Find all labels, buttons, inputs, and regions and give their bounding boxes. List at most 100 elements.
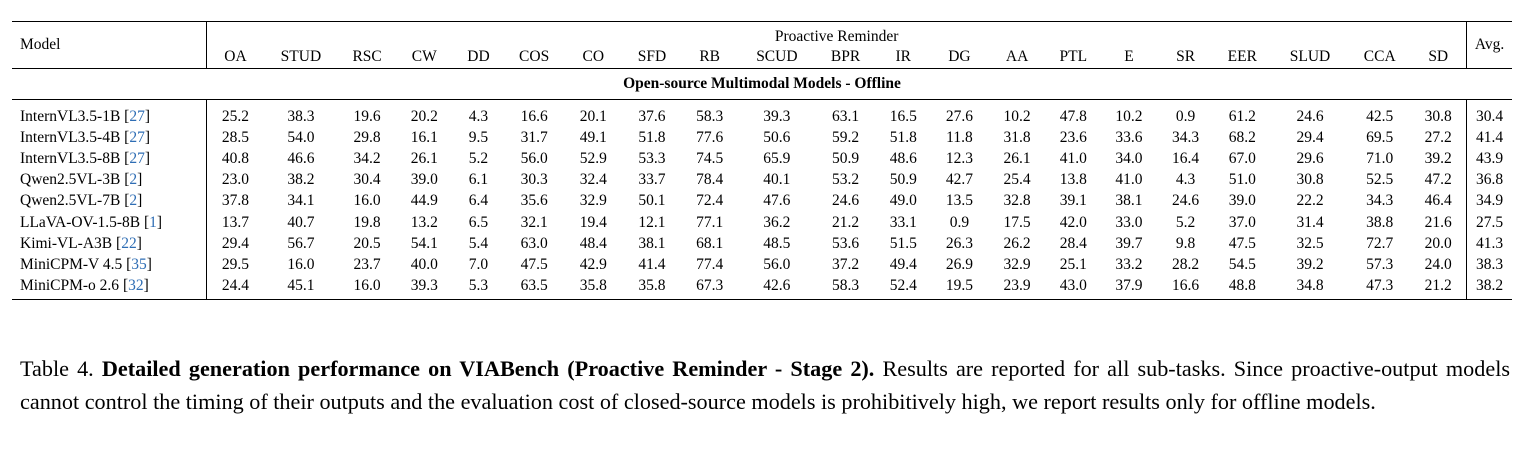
score-cell: 49.0: [889, 192, 917, 210]
model-name: Qwen2.5VL-3B: [20, 171, 121, 189]
score-cell: 10.2: [1003, 107, 1031, 125]
score-cell: 77.4: [696, 255, 724, 273]
score-cell: 52.4: [889, 277, 917, 295]
score-cell: 41.0: [1059, 149, 1087, 167]
score-cell: 33.0: [1115, 213, 1143, 231]
citation-link[interactable]: 1: [149, 213, 157, 231]
score-cell: 5.2: [468, 149, 489, 167]
score-cell: 39.2: [1424, 149, 1452, 167]
results-table: Model Proactive Reminder Avg. OA STUD RSC C…: [12, 21, 1512, 300]
score-cell: 65.9: [763, 149, 791, 167]
citation-link[interactable]: 35: [131, 255, 147, 273]
score-cell: 49.4: [889, 255, 917, 273]
score-cell: 13.7: [221, 213, 250, 231]
score-cell: 58.3: [696, 107, 724, 125]
score-cell: 31.7: [520, 128, 548, 146]
score-cell: 32.8: [1003, 192, 1031, 210]
score-cell: 30.8: [1424, 107, 1452, 125]
score-cell: 7.0: [468, 255, 489, 273]
score-cell: 29.4: [221, 234, 250, 252]
citation-link[interactable]: 22: [121, 234, 137, 252]
score-cell: 61.2: [1228, 107, 1256, 125]
score-cell: 6.5: [468, 213, 489, 231]
score-cell: 26.1: [1003, 149, 1031, 167]
subtask-header-rsc: RSC: [352, 48, 382, 65]
score-cell: 27.6: [945, 107, 973, 125]
avg-score-cell: 38.3: [1466, 254, 1512, 276]
score-cell: 68.2: [1228, 128, 1256, 146]
citation-link[interactable]: 27: [129, 149, 145, 167]
subtask-header-bpr: BPR: [830, 48, 861, 65]
score-cell: 13.5: [945, 192, 973, 210]
score-cell: 42.5: [1366, 107, 1394, 125]
score-cell: 5.3: [468, 277, 489, 295]
subtask-header-cos: COS: [519, 48, 550, 65]
score-cell: 16.6: [1172, 277, 1200, 295]
avg-score-cell: 36.8: [1466, 169, 1512, 191]
score-cell: 26.9: [945, 255, 973, 273]
score-cell: 38.8: [1366, 213, 1394, 231]
score-cell: 34.8: [1296, 277, 1324, 295]
score-cell: 48.8: [1228, 277, 1256, 295]
subtask-header-cw: CW: [411, 48, 437, 65]
score-cell: 40.7: [287, 213, 315, 231]
subtask-header-oa: OA: [224, 48, 247, 65]
citation-link[interactable]: 32: [128, 277, 144, 295]
model-name-cell: InternVL3.5-4B [27]: [12, 127, 208, 149]
score-cell: 47.3: [1366, 277, 1394, 295]
score-cell: 21.6: [1424, 213, 1452, 231]
score-cell: 23.6: [1059, 128, 1087, 146]
score-cell: 53.3: [638, 149, 666, 167]
score-cell: 26.2: [1003, 234, 1031, 252]
score-cell: 44.9: [410, 192, 438, 210]
section-title: Open-source Multimodal Models - Offline: [12, 68, 1512, 100]
bottom-rule: [12, 298, 1512, 300]
score-cell: 67.3: [696, 277, 724, 295]
citation-link[interactable]: 2: [129, 192, 138, 210]
score-cell: 59.2: [832, 128, 860, 146]
caption-title: Detailed generation performance on VIABe…: [101, 356, 875, 381]
score-cell: 37.0: [1228, 213, 1256, 231]
score-cell: 28.4: [1059, 234, 1087, 252]
score-cell: 29.4: [1296, 128, 1324, 146]
model-name: Qwen2.5VL-7B: [20, 192, 121, 210]
score-cell: 30.8: [1296, 171, 1324, 189]
score-cell: 54.0: [287, 128, 315, 146]
score-cell: 47.5: [1228, 234, 1256, 252]
score-cell: 11.8: [946, 128, 973, 146]
citation-link[interactable]: 27: [129, 128, 145, 146]
table-row: InternVL3.5-4B [27] 28.5 54.0 29.8 16.1 9.5 31…: [12, 127, 1512, 149]
model-name-cell: InternVL3.5-8B [27]: [12, 148, 208, 170]
table-body: Open-source Multimodal Models - Offline …: [12, 68, 1512, 300]
subtask-header-dd: DD: [467, 48, 490, 65]
score-cell: 21.2: [1424, 277, 1452, 295]
citation-link[interactable]: 2: [129, 171, 138, 189]
score-cell: 16.5: [889, 107, 917, 125]
score-cell: 24.0: [1424, 255, 1452, 273]
table-row: LLaVA-OV-1.5-8B [1] 13.7 40.7 19.8 13.2 6.5 32…: [12, 211, 1512, 234]
score-cell: 32.9: [579, 192, 607, 210]
score-cell: 35.8: [638, 277, 666, 295]
score-cell: 16.0: [353, 277, 381, 295]
avg-score-cell: 38.2: [1466, 275, 1512, 300]
score-cell: 72.4: [696, 192, 724, 210]
score-cell: 38.2: [287, 171, 315, 189]
subtask-header-e: E: [1124, 48, 1134, 65]
score-cell: 16.6: [520, 107, 548, 125]
model-name: InternVL3.5-4B: [20, 128, 121, 146]
score-cell: 20.1: [579, 107, 607, 125]
score-cell: 57.3: [1366, 255, 1394, 273]
score-cell: 31.8: [1003, 128, 1031, 146]
score-cell: 39.7: [1115, 234, 1143, 252]
citation-link[interactable]: 27: [129, 107, 145, 125]
model-name-cell: InternVL3.5-1B [27]: [12, 99, 208, 128]
score-cell: 40.0: [410, 255, 438, 273]
model-name: MiniCPM-o 2.6: [20, 277, 120, 295]
table-row: MiniCPM-V 4.5 [35] 29.5 16.0 23.7 40.0 7.0 47.…: [12, 254, 1512, 276]
score-cell: 56.0: [520, 149, 548, 167]
score-cell: 6.4: [468, 192, 489, 210]
section-row: Open-source Multimodal Models - Offline: [12, 68, 1512, 100]
score-cell: 74.5: [696, 149, 724, 167]
score-cell: 33.6: [1115, 128, 1143, 146]
score-cell: 32.9: [1003, 255, 1031, 273]
